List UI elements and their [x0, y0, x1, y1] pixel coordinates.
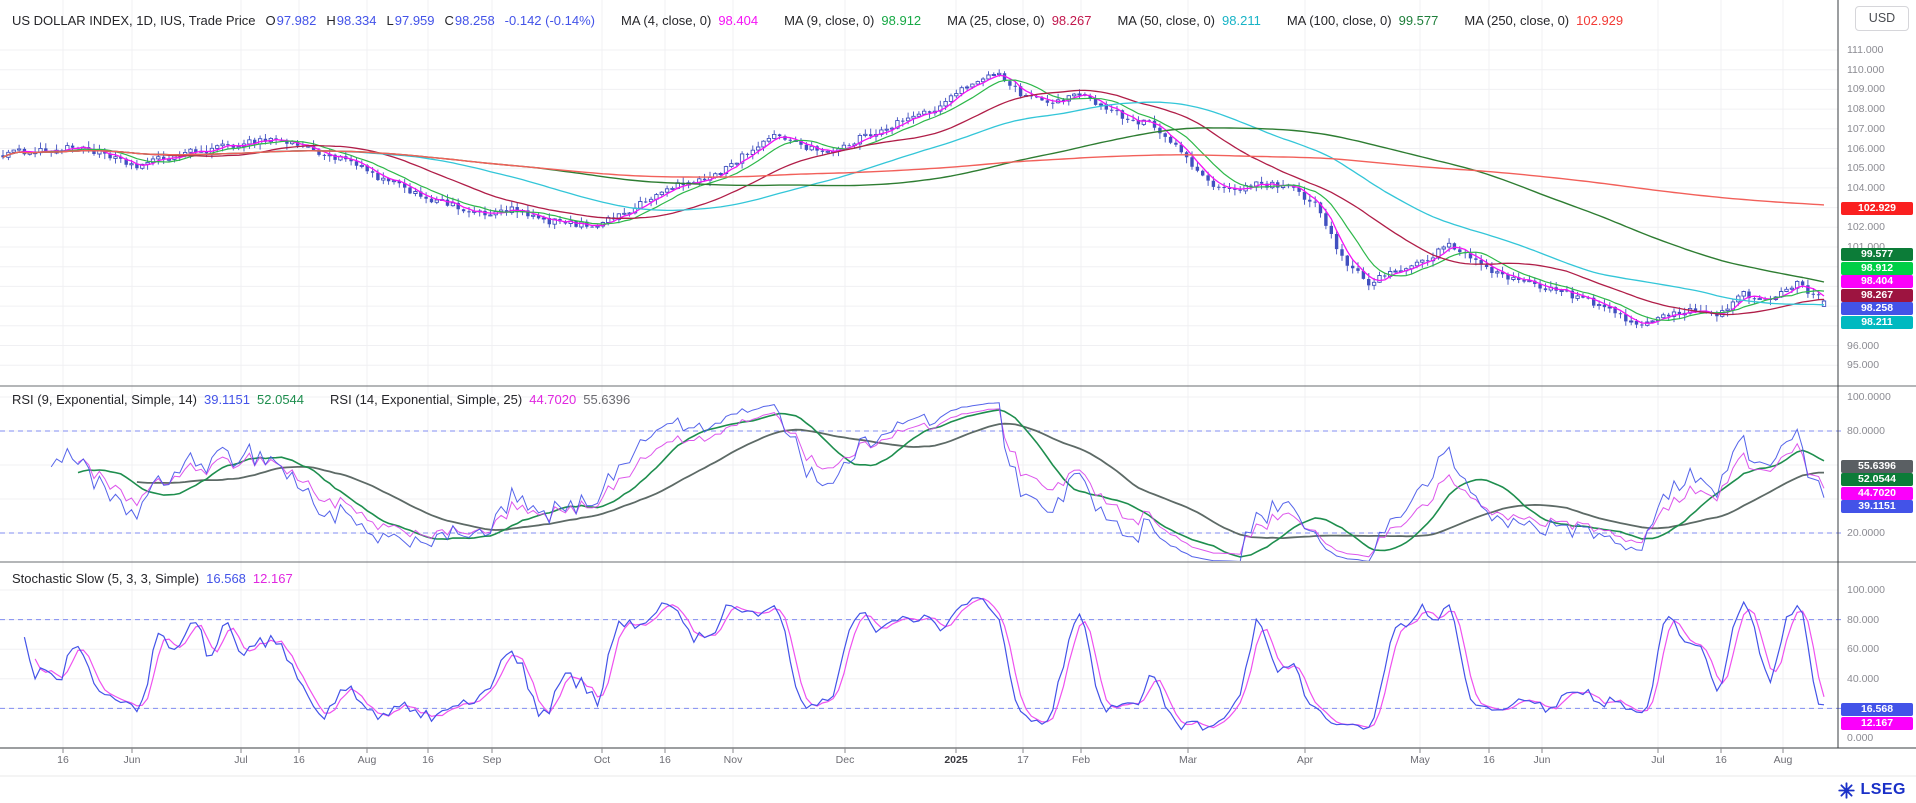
price-axis-tick: 105.000 — [1847, 162, 1885, 175]
date-axis-label: May — [1410, 754, 1430, 766]
date-axis-label: Mar — [1178, 754, 1198, 766]
date-axis-label: Apr — [1296, 754, 1314, 766]
price-axis-tick: 107.000 — [1847, 122, 1885, 135]
ma-legend-4[interactable]: MA (4, close, 0) 98.404 — [621, 13, 759, 28]
price-badge: 99.577 — [1841, 248, 1913, 262]
price-axis-tick: 104.000 — [1847, 181, 1885, 194]
price-axis-tick: 108.000 — [1847, 103, 1885, 116]
rsi-badge: 39.1151 — [1841, 500, 1913, 514]
stoch-d-value: 12.167 — [252, 571, 293, 586]
date-axis-label: Jun — [1533, 754, 1551, 766]
rsi-badge: 52.0544 — [1841, 473, 1913, 487]
stoch-axis-tick: 60.000 — [1847, 643, 1880, 656]
date-axis-label: 16 — [1483, 754, 1495, 766]
rsi14-value: 44.7020 — [529, 392, 577, 407]
date-axis-label: 16 — [1715, 754, 1727, 766]
date-axis-label: 16 — [293, 754, 305, 766]
date-axis-label: Jun — [123, 754, 141, 766]
date-axis-label: Aug — [1773, 754, 1793, 766]
rsi9-ma-value: 52.0544 — [257, 392, 305, 407]
stoch-badge: 12.167 — [1841, 716, 1913, 730]
price-axis-tick: 106.000 — [1847, 142, 1885, 155]
date-axis-label: 16 — [57, 754, 69, 766]
date-axis-label: Dec — [835, 754, 855, 766]
price-badge: 102.929 — [1841, 202, 1913, 216]
date-axis-label: Jul — [1651, 754, 1665, 766]
price-badge: 98.258 — [1841, 302, 1913, 316]
date-axis-label: Aug — [357, 754, 377, 766]
rsi14-ma-value: 55.6396 — [583, 392, 631, 407]
lseg-logo-icon — [1838, 781, 1856, 799]
symbol-title[interactable]: US DOLLAR INDEX, 1D, IUS, Trade Price — [12, 13, 256, 28]
date-axis-label: 17 — [1017, 754, 1029, 766]
rsi14-legend[interactable]: RSI (14, Exponential, Simple, 25) — [330, 392, 523, 407]
price-axis-tick: 110.000 — [1847, 63, 1885, 76]
ma-legend-250[interactable]: MA (250, close, 0) 102.929 — [1464, 13, 1624, 28]
ma-legend-25[interactable]: MA (25, close, 0) 98.267 — [947, 13, 1092, 28]
date-axis-label: Oct — [593, 754, 611, 766]
price-badge: 98.267 — [1841, 288, 1913, 302]
stochastic-panel-legend: Stochastic Slow (5, 3, 3, Simple) 16.568… — [12, 571, 293, 586]
rsi-badge: 44.7020 — [1841, 486, 1913, 500]
currency-selector-button[interactable]: USD — [1855, 6, 1909, 31]
rsi-panel-legend: RSI (9, Exponential, Simple, 14) 39.1151… — [12, 392, 630, 407]
date-axis-label: 16 — [659, 754, 671, 766]
price-axis-tick: 111.000 — [1847, 44, 1884, 56]
lseg-logo-text: LSEG — [1860, 781, 1906, 798]
rsi9-legend[interactable]: RSI (9, Exponential, Simple, 14) — [12, 392, 197, 407]
stoch-axis-tick: 80.000 — [1847, 613, 1880, 626]
stoch-axis-tick: 100.000 — [1847, 584, 1885, 596]
price-badge: 98.912 — [1841, 261, 1913, 275]
date-axis-label: 16 — [422, 754, 434, 766]
ma-legend-50[interactable]: MA (50, close, 0) 98.211 — [1117, 13, 1261, 28]
date-axis-label: Sep — [482, 754, 502, 766]
date-axis-label: 2025 — [944, 754, 968, 766]
date-axis-label: Nov — [723, 754, 743, 766]
stoch-badge: 16.568 — [1841, 703, 1913, 717]
ohlc-close: C 98.258 — [444, 13, 495, 28]
price-badge: 98.404 — [1841, 275, 1913, 289]
price-axis-tick: 102.000 — [1847, 221, 1885, 234]
date-axis-label: Jul — [234, 754, 248, 766]
stoch-axis-tick: 0.000 — [1847, 732, 1874, 744]
rsi-axis-tick: 20.0000 — [1847, 527, 1885, 539]
price-badge: 98.211 — [1841, 315, 1913, 329]
rsi-axis-tick: 80.0000 — [1847, 425, 1885, 437]
ma-legend-9[interactable]: MA (9, close, 0) 98.912 — [784, 13, 922, 28]
lseg-logo: LSEG — [1838, 781, 1906, 799]
price-axis-tick: 96.000 — [1847, 339, 1880, 352]
rsi9-value: 39.1151 — [203, 392, 251, 407]
ohlc-open: O 97.982 — [265, 13, 317, 28]
ohlc-high: H 98.334 — [326, 13, 377, 28]
stoch-k-value: 16.568 — [206, 571, 246, 586]
ohlc-low: L 97.959 — [386, 13, 435, 28]
price-axis-tick: 95.000 — [1847, 359, 1880, 372]
stochastic-legend[interactable]: Stochastic Slow (5, 3, 3, Simple) — [12, 571, 200, 586]
price-axis-tick: 109.000 — [1847, 83, 1885, 96]
rsi-axis-tick: 100.0000 — [1847, 391, 1891, 403]
price-change: -0.142 (-0.14%) — [504, 13, 595, 28]
stoch-axis-tick: 40.000 — [1847, 672, 1880, 685]
rsi-badge: 55.6396 — [1841, 459, 1913, 473]
ma-legend-100[interactable]: MA (100, close, 0) 99.577 — [1286, 13, 1439, 28]
date-axis-label: Feb — [1071, 754, 1091, 766]
